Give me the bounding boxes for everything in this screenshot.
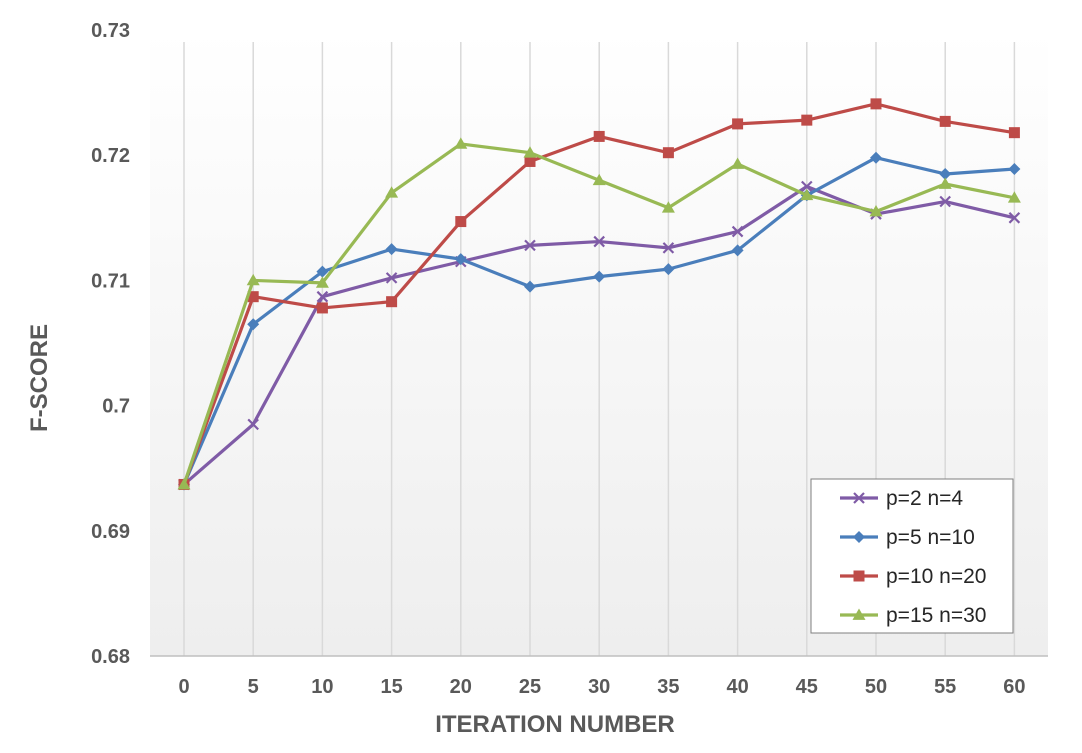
- marker-square: [801, 114, 813, 126]
- y-tick-label: 0.72: [91, 145, 130, 167]
- series-group: [178, 98, 1020, 490]
- marker-x-stroke: [316, 290, 329, 303]
- x-tick-label: 30: [588, 676, 610, 698]
- marker-x: [662, 242, 675, 254]
- marker-x: [801, 180, 813, 193]
- marker-x: [853, 492, 865, 504]
- marker-diamond: [524, 280, 536, 293]
- x-tick-label: 45: [796, 676, 818, 698]
- marker-square: [386, 296, 398, 308]
- x-tick-label: 55: [934, 676, 956, 698]
- x-tick-label: 20: [450, 676, 472, 698]
- marker-x-stroke: [593, 235, 605, 248]
- marker-square: [247, 291, 259, 303]
- marker-x-stroke: [385, 272, 398, 284]
- marker-x-stroke: [524, 239, 536, 252]
- legend-label: p=10 n=20: [886, 565, 986, 588]
- marker-diamond: [385, 243, 398, 256]
- marker-triangle: [523, 146, 537, 158]
- marker-x: [593, 235, 605, 248]
- x-tick-label: 50: [865, 676, 887, 698]
- legend-entry: p=2 n=4: [840, 487, 963, 510]
- x-tick-label: 0: [178, 676, 189, 698]
- marker-x: [385, 272, 398, 284]
- legend-label: p=15 n=30: [886, 604, 986, 627]
- x-tick-label: 5: [248, 676, 259, 698]
- x-tick-label: 40: [726, 676, 748, 698]
- marker-diamond: [870, 151, 882, 164]
- marker-x: [247, 418, 259, 431]
- series-group: [177, 137, 1021, 490]
- legend-entry: p=5 n=10: [840, 526, 975, 549]
- marker-diamond: [939, 167, 952, 180]
- series-lines: [177, 98, 1021, 491]
- legend-entry: p=15 n=30: [840, 604, 986, 627]
- legend-box: [810, 478, 1014, 634]
- marker-triangle: [385, 186, 399, 198]
- legend: p=2 n=4 p=5 n=10 p=10 n=20 p=15 n=30: [810, 478, 1014, 634]
- marker-square: [524, 155, 536, 167]
- legend-label: p=5 n=10: [886, 526, 975, 549]
- marker-square: [853, 570, 865, 582]
- marker-x: [316, 290, 329, 303]
- marker-x-stroke: [662, 242, 675, 254]
- marker-square: [593, 130, 605, 142]
- marker-triangle: [869, 205, 883, 217]
- marker-x: [1008, 212, 1021, 224]
- marker-triangle: [454, 137, 468, 149]
- x-tick-label: 15: [380, 676, 402, 698]
- marker-diamond: [593, 270, 606, 283]
- marker-triangle: [852, 608, 866, 620]
- x-tick-label: 60: [1003, 676, 1025, 698]
- marker-x-stroke: [731, 225, 744, 238]
- y-tick-label: 0.69: [91, 521, 130, 543]
- marker-diamond: [731, 244, 744, 257]
- marker-triangle: [1007, 191, 1021, 203]
- x-tick-label: 35: [657, 676, 679, 698]
- marker-square: [662, 147, 674, 159]
- marker-diamond: [853, 531, 865, 543]
- y-tick-label: 0.73: [91, 20, 130, 42]
- legend-label: p=2 n=4: [886, 487, 963, 510]
- x-axis-title: ITERATION NUMBER: [435, 711, 675, 738]
- marker-x-stroke: [853, 492, 865, 504]
- marker-x-stroke: [801, 180, 813, 193]
- marker-square: [1008, 127, 1020, 139]
- marker-x: [524, 239, 536, 252]
- marker-triangle: [592, 173, 606, 186]
- marker-diamond: [316, 265, 329, 278]
- x-tick-labels: 0 5 10 15 20 25 30 35 40 45 50 55 60: [178, 676, 1025, 698]
- marker-triangle: [315, 276, 329, 288]
- marker-square: [732, 118, 744, 130]
- marker-x-stroke: [247, 418, 259, 431]
- marker-triangle: [246, 273, 260, 286]
- marker-x: [731, 225, 744, 238]
- x-tick-label: 25: [519, 676, 541, 698]
- marker-x: [939, 195, 951, 208]
- marker-diamond: [662, 263, 675, 276]
- x-tick-label: 10: [311, 676, 333, 698]
- legend-entry: p=10 n=20: [840, 565, 986, 588]
- y-tick-labels: 0.68 0.69 0.7 0.71 0.72 0.73: [91, 20, 130, 668]
- marker-triangle: [800, 188, 814, 201]
- marker-square: [870, 98, 882, 110]
- marker-square: [316, 302, 328, 314]
- y-tick-label: 0.68: [91, 646, 130, 668]
- y-axis-title: F-SCORE: [26, 324, 53, 432]
- marker-diamond: [1008, 162, 1021, 175]
- marker-triangle: [661, 201, 675, 213]
- marker-diamond: [454, 253, 467, 266]
- marker-square: [939, 115, 951, 127]
- y-tick-label: 0.7: [102, 396, 130, 418]
- marker-x-stroke: [1008, 212, 1021, 224]
- series-group: [178, 151, 1021, 491]
- marker-triangle: [731, 157, 745, 169]
- marker-triangle: [938, 177, 952, 189]
- marker-square: [455, 216, 467, 228]
- marker-diamond: [247, 318, 260, 331]
- marker-x-stroke: [939, 195, 951, 208]
- y-tick-label: 0.71: [91, 270, 130, 292]
- marker-triangle: [177, 477, 191, 490]
